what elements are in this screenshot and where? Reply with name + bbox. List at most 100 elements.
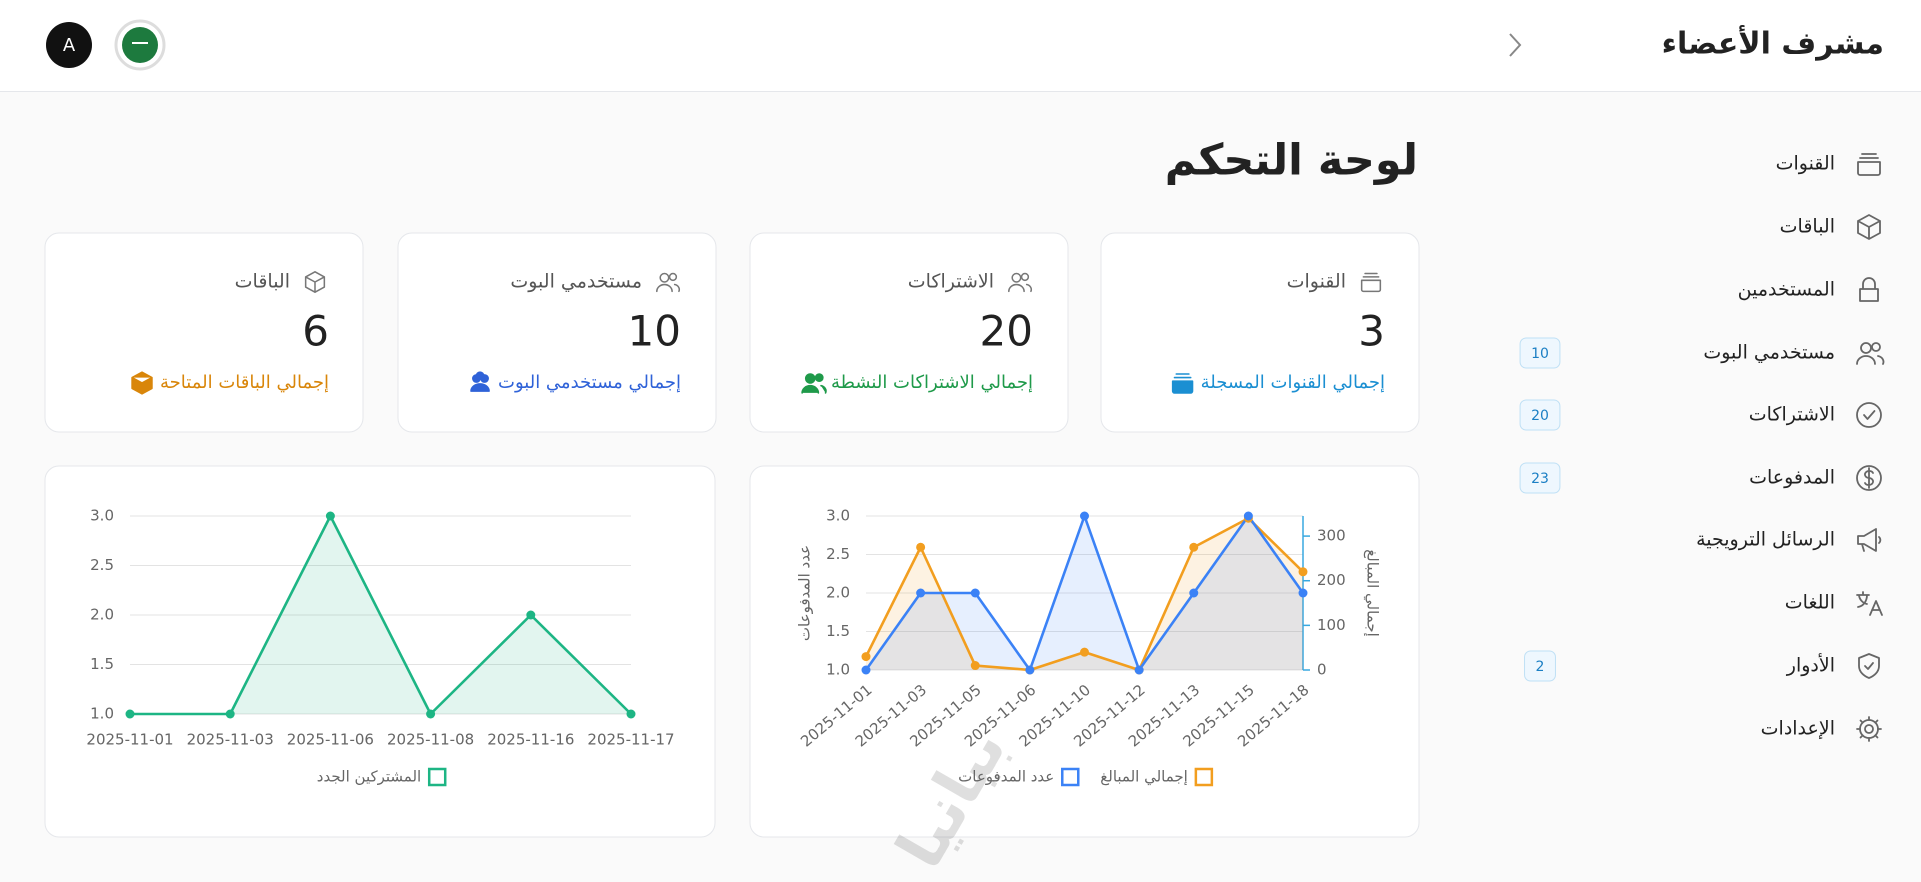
flag-mark [132, 42, 148, 44]
icon-shape [1857, 528, 1882, 552]
icon-shape [1864, 724, 1874, 734]
icon [1857, 528, 1882, 552]
icon-shape [1360, 272, 1382, 293]
data-point [916, 542, 926, 552]
legend-swatch [1061, 767, 1080, 787]
y-axis-title: عدد المدفوعات [796, 545, 814, 641]
icon [1856, 716, 1882, 742]
data-point [970, 661, 980, 671]
sidebar-link[interactable]: الرسائل الترويجية [1696, 529, 1835, 551]
y-tick-label: 2.5 [90, 556, 114, 574]
y-tick-label: 1.0 [90, 705, 114, 723]
card-title: الاشتراكات [908, 271, 994, 293]
page-title: لوحة التحكم [1165, 136, 1418, 186]
icon-shape [1859, 719, 1864, 724]
y-tick-label: 2.5 [826, 545, 850, 563]
icon [131, 371, 153, 395]
y-tick-label: 3.0 [90, 507, 114, 525]
badge [1519, 337, 1561, 369]
badge-count: 20 [1531, 408, 1549, 424]
icon [1858, 653, 1880, 679]
icon-shape [1863, 410, 1876, 420]
legend-label[interactable]: عدد المدفوعات [958, 768, 1054, 786]
x-tick-label: 2025-11-17 [587, 731, 674, 749]
sidebar-link[interactable]: مستخدمي البوت [1703, 342, 1835, 364]
legend-label[interactable]: إجمالي المبالغ [1100, 768, 1188, 787]
card-value: 6 [302, 307, 329, 356]
icon [304, 271, 326, 293]
area-fill [866, 516, 1303, 670]
icon-shape [131, 371, 153, 395]
data-point [1243, 511, 1253, 521]
badge [1519, 462, 1561, 494]
icon-shape [656, 283, 673, 293]
y-tick-label: 1.5 [90, 655, 114, 673]
area-fill [866, 518, 1303, 670]
collapse-button[interactable] [1509, 33, 1522, 57]
icon-shape [1871, 342, 1881, 352]
icon-shape [1857, 153, 1881, 176]
sidebar-link[interactable]: القنوات [1776, 153, 1835, 175]
icon-shape [470, 383, 490, 392]
header-bar [0, 0, 1921, 91]
badge [1524, 650, 1556, 682]
data-point [861, 665, 871, 675]
data-point [1134, 665, 1144, 675]
icon-shape [1856, 355, 1876, 365]
data-point [1189, 588, 1199, 598]
stat-card [44, 232, 364, 433]
flag-fill [122, 27, 158, 63]
y-tick-label: 1.0 [826, 661, 850, 679]
card-title: القنوات [1287, 271, 1346, 293]
card-subtitle: إجمالي مستخدمي البوت [498, 372, 681, 393]
y2-tick-label: 100 [1317, 616, 1346, 634]
icon-shape [1877, 355, 1885, 365]
icon-shape [475, 371, 485, 381]
sidebar-link[interactable]: الإعدادات [1761, 718, 1835, 740]
icon-shape [1171, 373, 1194, 394]
y2-tick-label: 0 [1317, 661, 1327, 679]
icon-shape [1025, 283, 1033, 293]
icon [1856, 402, 1882, 428]
avatar-letter[interactable]: A [63, 35, 76, 56]
sidebar-link[interactable]: الأدوار [1786, 654, 1835, 677]
data-point [861, 652, 871, 662]
sidebar-link[interactable]: الاشتراكات [1749, 404, 1835, 426]
card-subtitle: إجمالي الاشتراكات النشطة [831, 372, 1033, 393]
icon-shape [1874, 719, 1879, 724]
icon-shape [814, 373, 824, 383]
y2-tick-label: 200 [1317, 571, 1346, 589]
data-point [1298, 567, 1308, 577]
data-point [1080, 647, 1089, 657]
x-tick-label: 2025-11-16 [487, 731, 574, 749]
sidebar-link[interactable]: اللغات [1785, 592, 1835, 614]
sidebar-link[interactable]: المستخدمين [1738, 279, 1835, 301]
icon-shape [1859, 277, 1879, 302]
legend-label[interactable]: المشتركين الجدد [317, 768, 421, 786]
icon [1360, 272, 1382, 293]
data-point [1298, 588, 1308, 598]
avatar[interactable] [46, 22, 92, 68]
icon-shape [1856, 402, 1882, 428]
icon-shape [804, 373, 816, 384]
badge-count: 2 [1536, 659, 1545, 675]
x-tick-label: 2025-11-01 [86, 731, 173, 749]
icon-shape [1857, 214, 1881, 240]
card-title: مستخدمي البوت [510, 271, 642, 293]
sidebar-link[interactable]: الباقات [1780, 216, 1835, 238]
icon [1171, 373, 1194, 394]
sidebar-link[interactable]: المدفوعات [1749, 467, 1835, 489]
data-point [1080, 511, 1089, 521]
app-title: مشرف الأعضاء [1662, 25, 1884, 62]
x-tick-label: 2025-11-08 [387, 731, 474, 749]
icon-shape [1874, 734, 1879, 739]
card-value: 20 [980, 307, 1033, 356]
icon-shape [801, 384, 820, 394]
icon-shape [1864, 467, 1874, 489]
card-title: الباقات [235, 271, 290, 293]
icon-shape [1860, 342, 1872, 354]
icon-shape [1011, 272, 1022, 283]
icon [1856, 465, 1882, 491]
